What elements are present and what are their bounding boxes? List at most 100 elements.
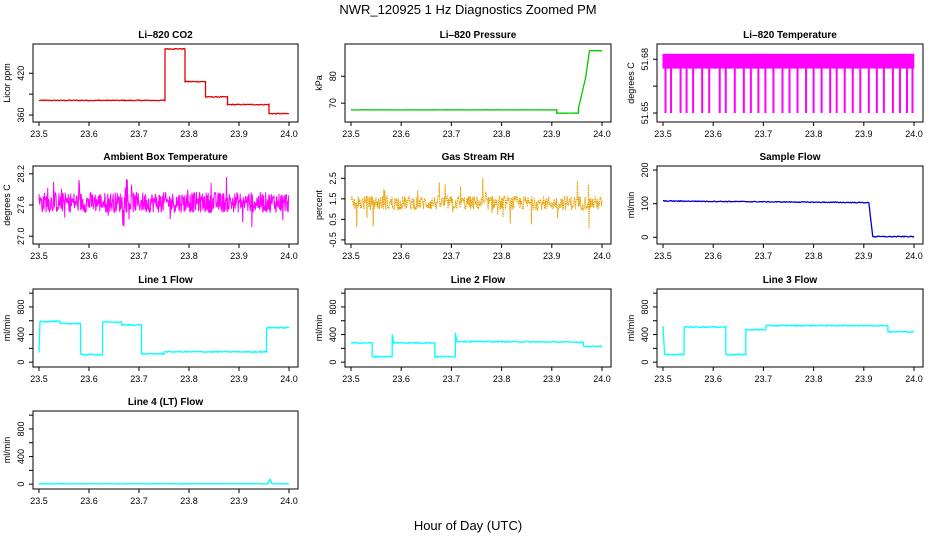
plot-frame <box>32 288 299 368</box>
plot-frame <box>344 43 612 123</box>
panel-title: Line 3 Flow <box>763 275 818 286</box>
y-tick-label: 80 <box>328 71 338 81</box>
y-tick-label: 70 <box>328 98 338 108</box>
y-axis-label: ml/min <box>626 315 636 342</box>
y-axis-label: kPa <box>314 75 324 91</box>
x-tick-label: 23.7 <box>130 496 148 506</box>
x-tick-label: 24.0 <box>280 251 298 261</box>
x-tick-label: 23.5 <box>342 129 360 139</box>
y-tick-label: 200 <box>640 163 650 178</box>
y-axis-label: degrees C <box>2 184 12 226</box>
y-axis-label: Licor ppm <box>2 63 12 103</box>
panel-6: Sample Flow ml/min 0 100 200 23.5 23.6 23.7 23.8… <box>626 152 924 261</box>
plot-frame <box>344 165 612 245</box>
x-tick-label: 23.6 <box>392 129 410 139</box>
x-tick-label: 23.9 <box>855 251 873 261</box>
data-series-line <box>663 199 915 238</box>
x-tick-label: 23.5 <box>654 129 672 139</box>
x-tick-label: 23.9 <box>855 129 873 139</box>
plot-frame <box>656 288 924 368</box>
y-tick-label: 27.0 <box>16 227 26 245</box>
plot-frame <box>656 43 924 123</box>
x-tick-label: 23.8 <box>180 251 198 261</box>
x-tick-label: 23.6 <box>80 374 98 384</box>
x-tick-label: 23.5 <box>30 496 48 506</box>
panel-4: Ambient Box Temperature degrees C 27.0 27.6… <box>2 152 299 261</box>
y-tick-label: 800 <box>16 299 26 314</box>
x-tick-label: 23.7 <box>130 374 148 384</box>
data-series-line <box>38 177 290 228</box>
figure-x-axis-label: Hour of Day (UTC) <box>413 518 523 533</box>
y-tick-label: 0 <box>640 235 650 240</box>
y-tick-label: 27.6 <box>16 196 26 214</box>
y-axis-label: degrees C <box>626 62 636 104</box>
x-tick-label: 23.5 <box>30 374 48 384</box>
y-axis-label: ml/min <box>626 192 636 219</box>
y-tick-label: 800 <box>640 299 650 314</box>
y-tick-label: 0 <box>640 360 650 365</box>
x-tick-label: 23.9 <box>543 251 561 261</box>
y-tick-label: 800 <box>16 421 26 436</box>
y-tick-label: 2.5 <box>328 172 338 185</box>
plot-frame <box>656 165 924 245</box>
data-series-line <box>662 324 914 356</box>
x-tick-label: 23.7 <box>443 251 461 261</box>
x-tick-label: 23.6 <box>392 251 410 261</box>
panel-9: Line 3 Flow ml/min 0 400 800 23.5 23.6 23.7 23.8… <box>626 275 924 384</box>
panel-title: Ambient Box Temperature <box>103 152 228 163</box>
x-tick-label: 24.0 <box>593 374 611 384</box>
figure-title: NWR_120925 1 Hz Diagnostics Zoomed PM <box>339 2 597 17</box>
y-tick-label: 0 <box>16 360 26 365</box>
x-tick-label: 23.5 <box>30 251 48 261</box>
panel-2: Li–820 Pressure kPa 70 80 23.5 23.6 23.7 23.8 23… <box>314 30 612 139</box>
x-tick-label: 23.5 <box>654 374 672 384</box>
x-tick-label: 24.0 <box>593 251 611 261</box>
panel-title: Line 1 Flow <box>138 275 193 286</box>
x-tick-label: 23.7 <box>130 251 148 261</box>
x-tick-label: 23.6 <box>704 129 722 139</box>
x-tick-label: 23.8 <box>805 251 823 261</box>
x-tick-label: 23.8 <box>180 129 198 139</box>
x-tick-label: 23.6 <box>392 374 410 384</box>
plot-frame <box>32 410 299 490</box>
x-tick-label: 23.8 <box>180 374 198 384</box>
x-tick-label: 23.9 <box>230 374 248 384</box>
panel-1: Li–820 CO2 Licor ppm 360 420 23.5 23.6 23.7 23.… <box>2 30 299 139</box>
panel-3: Li–820 Temperature degrees C 51.65 51.68 23.… <box>626 30 924 139</box>
y-tick-label: 51.65 <box>640 102 650 125</box>
data-series-line <box>350 178 603 229</box>
x-tick-label: 23.7 <box>755 129 773 139</box>
panel-title: Li–820 Temperature <box>743 30 837 41</box>
x-tick-label: 23.9 <box>230 129 248 139</box>
y-tick-label: 400 <box>328 327 338 342</box>
y-tick-label: 100 <box>640 196 650 211</box>
x-tick-label: 24.0 <box>905 129 923 139</box>
x-tick-label: 23.8 <box>180 496 198 506</box>
x-tick-label: 23.8 <box>493 374 511 384</box>
y-tick-label: 420 <box>16 66 26 81</box>
x-tick-label: 23.8 <box>805 129 823 139</box>
panel-title: Line 4 (LT) Flow <box>128 397 204 408</box>
y-tick-label: -0.5 <box>328 232 338 248</box>
panel-title: Line 2 Flow <box>451 275 506 286</box>
y-tick-label: 400 <box>16 449 26 464</box>
data-series-line <box>38 320 290 356</box>
y-tick-label: 28.2 <box>16 165 26 183</box>
panel-5: Gas Stream RH percent -0.5 0.5 1.5 2.5 23.5 23.… <box>314 152 612 261</box>
x-tick-label: 24.0 <box>905 374 923 384</box>
plot-frame <box>344 288 612 368</box>
x-tick-label: 23.9 <box>543 129 561 139</box>
x-tick-label: 23.7 <box>755 374 773 384</box>
y-tick-label: 360 <box>16 108 26 123</box>
y-tick-label: 800 <box>328 299 338 314</box>
panel-title: Sample Flow <box>759 152 820 163</box>
x-tick-label: 24.0 <box>280 374 298 384</box>
y-axis-label: percent <box>314 189 324 220</box>
x-tick-label: 23.6 <box>80 496 98 506</box>
panel-7: Line 1 Flow ml/min 0 400 800 23.5 23.6 23.7 23.8… <box>2 275 299 384</box>
x-tick-label: 23.9 <box>230 496 248 506</box>
x-tick-label: 23.7 <box>443 129 461 139</box>
x-tick-label: 23.6 <box>80 129 98 139</box>
x-tick-label: 23.8 <box>493 251 511 261</box>
